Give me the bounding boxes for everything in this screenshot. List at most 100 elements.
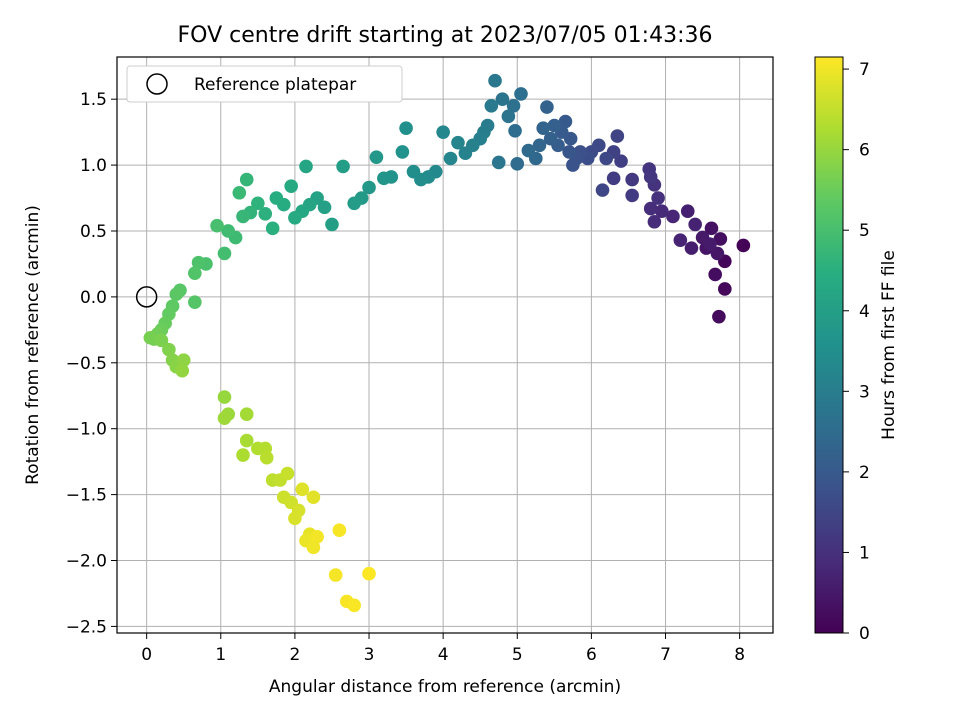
data-point xyxy=(540,100,554,114)
data-point xyxy=(514,87,528,101)
data-point xyxy=(169,287,184,302)
data-point xyxy=(332,523,347,537)
data-point xyxy=(688,217,702,232)
data-point xyxy=(562,145,576,159)
y-tick-label: −2.0 xyxy=(66,552,107,572)
data-point xyxy=(299,159,313,174)
data-point xyxy=(491,155,506,170)
data-point xyxy=(295,482,310,497)
chart-title: FOV centre drift starting at 2023/07/05 … xyxy=(178,23,713,48)
data-point xyxy=(328,568,343,582)
legend: Reference platepar xyxy=(126,65,403,103)
data-point xyxy=(436,125,450,139)
data-point xyxy=(708,267,722,282)
data-point xyxy=(712,309,726,324)
data-point xyxy=(217,390,232,404)
data-point xyxy=(369,150,384,164)
data-point xyxy=(451,135,465,150)
data-point xyxy=(191,255,206,270)
data-point xyxy=(236,209,250,224)
data-point xyxy=(251,196,265,211)
data-point xyxy=(280,466,295,481)
data-point xyxy=(221,224,235,238)
y-tick-label: 1.5 xyxy=(80,90,107,110)
data-point xyxy=(647,214,662,229)
colorbar-ticks: 0 1 2 3 4 5 6 7 xyxy=(843,60,870,644)
data-point xyxy=(310,529,324,544)
data-point xyxy=(736,238,751,253)
data-point xyxy=(506,98,521,113)
data-point xyxy=(655,204,669,219)
colorbar-tick-label: 1 xyxy=(859,543,870,563)
data-point xyxy=(443,151,458,166)
y-tick-label: −2.5 xyxy=(66,617,107,637)
x-tick-label: 8 xyxy=(734,645,745,665)
data-point xyxy=(501,109,516,124)
data-point xyxy=(217,246,232,261)
data-point xyxy=(232,185,247,200)
data-point xyxy=(532,138,547,153)
data-point xyxy=(258,207,273,221)
y-tick-label: 0.0 xyxy=(80,288,107,308)
x-tick-label: 6 xyxy=(586,645,597,665)
y-tick-label: 1.0 xyxy=(80,156,107,176)
data-point xyxy=(210,218,224,233)
x-axis-ticks: 0 1 2 3 4 5 6 7 8 xyxy=(141,633,745,665)
data-point xyxy=(259,450,274,465)
data-point xyxy=(143,330,158,345)
data-point xyxy=(188,266,202,280)
data-point xyxy=(625,188,639,203)
colorbar-label: Hours from first FF file xyxy=(879,250,899,440)
data-point xyxy=(718,282,732,296)
data-point xyxy=(399,121,413,135)
data-point xyxy=(239,172,254,187)
data-point xyxy=(175,363,190,378)
data-point xyxy=(643,201,658,216)
data-point xyxy=(325,217,339,232)
data-point xyxy=(406,164,421,179)
x-tick-label: 0 xyxy=(141,645,152,665)
data-point xyxy=(484,98,499,113)
data-point xyxy=(269,191,284,205)
data-point xyxy=(188,295,202,309)
data-point xyxy=(488,73,502,88)
data-point xyxy=(284,179,298,193)
data-point xyxy=(558,114,573,129)
colorbar-tick-label: 7 xyxy=(859,60,870,80)
data-point xyxy=(625,172,639,187)
data-point xyxy=(495,92,510,106)
data-point xyxy=(347,196,361,211)
colorbar-tick-label: 5 xyxy=(859,221,870,241)
data-point xyxy=(599,151,614,166)
colorbar xyxy=(814,56,844,634)
data-point xyxy=(347,598,361,613)
data-point xyxy=(595,183,610,197)
data-point xyxy=(651,191,665,205)
data-point xyxy=(673,233,688,248)
y-tick-label: −0.5 xyxy=(66,354,107,374)
y-tick-label: −1.5 xyxy=(66,486,107,506)
colorbar-tick-label: 0 xyxy=(859,624,870,644)
x-tick-label: 7 xyxy=(660,645,671,665)
legend-marker xyxy=(146,73,168,95)
data-point xyxy=(336,159,350,174)
data-point xyxy=(510,156,525,171)
data-point xyxy=(666,209,680,224)
y-axis-label: Rotation from reference (arcmin) xyxy=(23,205,43,485)
data-point xyxy=(317,200,332,215)
data-point xyxy=(543,131,558,146)
x-tick-label: 4 xyxy=(438,645,449,665)
data-point xyxy=(547,118,562,133)
legend-box xyxy=(126,65,403,103)
data-point xyxy=(288,511,302,526)
data-point xyxy=(265,221,280,236)
data-point xyxy=(508,124,522,138)
data-point xyxy=(306,490,321,505)
colorbar-tick-label: 4 xyxy=(859,302,870,322)
data-point xyxy=(704,221,719,236)
data-point xyxy=(154,333,169,348)
data-points xyxy=(143,73,751,613)
data-point xyxy=(288,211,302,225)
data-point xyxy=(362,566,376,581)
y-tick-label: 0.5 xyxy=(80,222,107,242)
